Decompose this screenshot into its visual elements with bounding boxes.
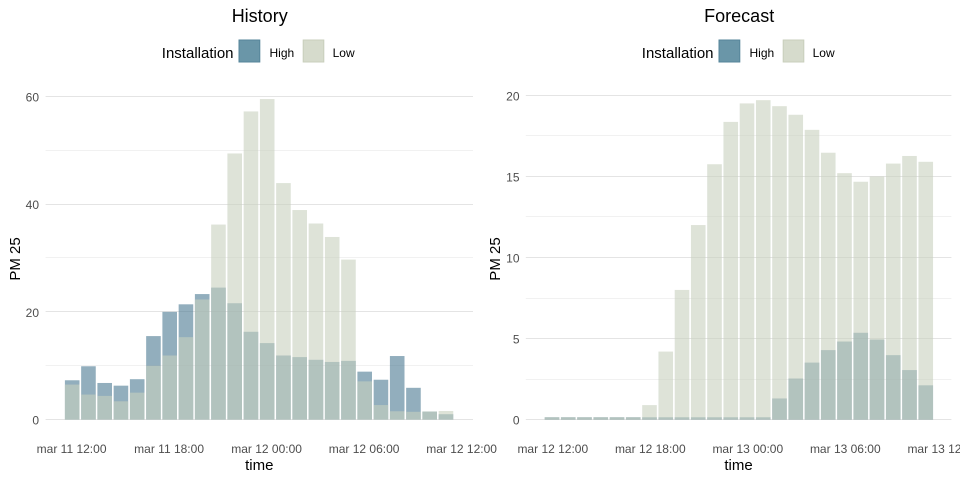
svg-text:20: 20 [26, 306, 40, 320]
svg-text:mar 12 12:00: mar 12 12:00 [517, 442, 588, 456]
svg-text:Low: Low [333, 46, 355, 60]
svg-text:time: time [245, 457, 273, 474]
svg-text:60: 60 [26, 90, 40, 104]
svg-text:mar 13 00:00: mar 13 00:00 [712, 442, 783, 456]
svg-text:20: 20 [506, 89, 520, 103]
svg-text:PM 25: PM 25 [7, 237, 24, 280]
svg-text:High: High [750, 46, 775, 60]
svg-text:mar 11 12:00: mar 11 12:00 [37, 442, 107, 456]
svg-text:Installation: Installation [162, 45, 234, 62]
svg-text:Low: Low [813, 46, 835, 60]
svg-text:time: time [724, 457, 752, 474]
svg-text:40: 40 [26, 198, 40, 212]
svg-text:mar 12 06:00: mar 12 06:00 [329, 442, 400, 456]
svg-text:0: 0 [32, 414, 39, 428]
svg-text:History: History [232, 6, 288, 26]
svg-text:mar 13 06:00: mar 13 06:00 [810, 442, 881, 456]
svg-text:mar 11 18:00: mar 11 18:00 [134, 442, 204, 456]
svg-text:mar 13 12:00: mar 13 12:00 [907, 442, 960, 456]
svg-text:Installation: Installation [642, 45, 714, 62]
svg-text:5: 5 [513, 333, 520, 347]
svg-text:mar 12 12:00: mar 12 12:00 [426, 442, 497, 456]
svg-text:10: 10 [506, 252, 520, 266]
svg-text:0: 0 [513, 414, 520, 428]
svg-text:mar 12 18:00: mar 12 18:00 [615, 442, 686, 456]
svg-text:Forecast: Forecast [704, 6, 774, 26]
svg-text:PM 25: PM 25 [487, 237, 504, 280]
svg-text:High: High [270, 46, 295, 60]
svg-text:mar 12 00:00: mar 12 00:00 [231, 442, 302, 456]
svg-text:15: 15 [506, 170, 520, 184]
